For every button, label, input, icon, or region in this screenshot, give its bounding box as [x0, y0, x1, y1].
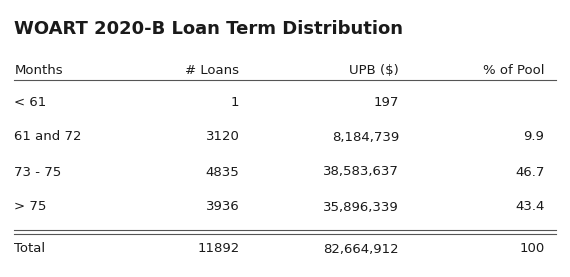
Text: 43.4: 43.4: [515, 201, 544, 214]
Text: 35,896,339: 35,896,339: [323, 201, 399, 214]
Text: 11892: 11892: [197, 242, 239, 255]
Text: 46.7: 46.7: [515, 165, 544, 178]
Text: 82,664,912: 82,664,912: [323, 242, 399, 255]
Text: Months: Months: [14, 64, 63, 77]
Text: 1: 1: [231, 96, 239, 109]
Text: 100: 100: [519, 242, 544, 255]
Text: < 61: < 61: [14, 96, 47, 109]
Text: 38,583,637: 38,583,637: [323, 165, 399, 178]
Text: 8,184,739: 8,184,739: [332, 130, 399, 143]
Text: Total: Total: [14, 242, 46, 255]
Text: 4835: 4835: [206, 165, 239, 178]
Text: 73 - 75: 73 - 75: [14, 165, 62, 178]
Text: % of Pool: % of Pool: [483, 64, 544, 77]
Text: 3936: 3936: [206, 201, 239, 214]
Text: 3120: 3120: [206, 130, 239, 143]
Text: 61 and 72: 61 and 72: [14, 130, 82, 143]
Text: # Loans: # Loans: [185, 64, 239, 77]
Text: UPB ($): UPB ($): [349, 64, 399, 77]
Text: 9.9: 9.9: [523, 130, 544, 143]
Text: 197: 197: [373, 96, 399, 109]
Text: WOART 2020-B Loan Term Distribution: WOART 2020-B Loan Term Distribution: [14, 20, 403, 38]
Text: > 75: > 75: [14, 201, 47, 214]
